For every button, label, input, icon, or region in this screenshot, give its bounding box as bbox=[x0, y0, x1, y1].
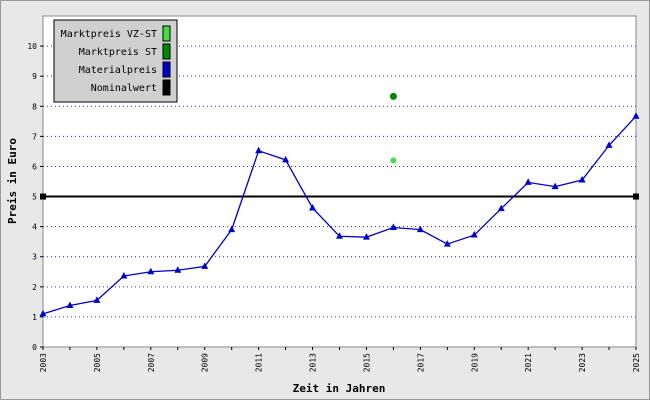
data-point-triangle bbox=[551, 182, 559, 190]
data-point-triangle bbox=[389, 223, 397, 231]
data-point-square bbox=[40, 193, 46, 200]
data-point-triangle bbox=[120, 271, 128, 279]
data-point-circle bbox=[389, 92, 397, 100]
legend-label: Materialpreis bbox=[79, 65, 157, 76]
y-tick-label: 0 bbox=[32, 343, 37, 352]
y-tick-label: 2 bbox=[32, 283, 37, 292]
x-tick-label: 2019 bbox=[470, 353, 479, 372]
series-nominalwert bbox=[40, 193, 639, 200]
x-tick-label: 2009 bbox=[201, 353, 210, 372]
x-tick-label: 2023 bbox=[578, 353, 587, 372]
y-tick-label: 5 bbox=[32, 193, 37, 202]
data-point-square bbox=[633, 193, 639, 200]
data-point-triangle bbox=[470, 231, 478, 238]
x-tick-label: 2005 bbox=[93, 353, 102, 372]
x-tick-label: 2025 bbox=[632, 353, 641, 372]
data-point-triangle bbox=[228, 225, 236, 233]
y-tick-label: 9 bbox=[32, 72, 37, 81]
y-tick-label: 7 bbox=[32, 132, 37, 141]
data-point-triangle bbox=[66, 301, 74, 308]
data-point-triangle bbox=[174, 266, 182, 273]
x-tick-label: 2011 bbox=[255, 353, 264, 372]
series-marktpreis-st bbox=[389, 92, 397, 100]
series-layer bbox=[39, 92, 640, 317]
x-tick-label: 2013 bbox=[309, 353, 318, 372]
y-tick-label: 6 bbox=[32, 162, 37, 171]
y-axis-title: Preis in Euro bbox=[6, 138, 19, 224]
data-point-triangle bbox=[605, 141, 613, 148]
x-axis-ticks: 2003 2005 2007 2009 2011 2013 2015 2017 2019 2021… bbox=[39, 347, 641, 372]
data-point-triangle bbox=[93, 296, 101, 303]
x-axis-title: Zeit in Jahren bbox=[293, 382, 386, 395]
data-point-triangle bbox=[443, 240, 451, 247]
y-tick-label: 1 bbox=[32, 313, 37, 322]
data-point-triangle bbox=[416, 225, 424, 233]
data-point-triangle bbox=[255, 146, 263, 154]
legend-box bbox=[53, 19, 178, 103]
data-point-triangle bbox=[524, 178, 532, 185]
data-point-triangle bbox=[309, 203, 317, 211]
x-tick-label: 2007 bbox=[147, 353, 156, 372]
data-point-triangle bbox=[632, 112, 640, 119]
legend-swatch bbox=[162, 25, 171, 42]
x-tick-label: 2017 bbox=[416, 353, 425, 372]
y-tick-label: 4 bbox=[32, 223, 37, 232]
series-marktpreis-vz-st bbox=[390, 157, 397, 164]
data-point-triangle bbox=[578, 175, 586, 183]
x-tick-label: 2021 bbox=[524, 353, 533, 372]
data-point-triangle bbox=[282, 155, 290, 163]
y-tick-label: 3 bbox=[32, 253, 37, 262]
data-point-triangle bbox=[497, 204, 505, 212]
x-tick-label: 2003 bbox=[39, 353, 48, 372]
legend-swatch bbox=[162, 61, 171, 78]
series-materialpreis bbox=[39, 112, 640, 317]
legend-label: Marktpreis ST bbox=[79, 47, 157, 58]
y-axis-ticks: 0 1 2 3 4 5 6 7 8 9 10 bbox=[27, 42, 43, 352]
x-tick-label: 2015 bbox=[362, 353, 371, 372]
legend-swatch bbox=[162, 43, 171, 60]
data-point-triangle bbox=[39, 309, 47, 317]
data-point-triangle bbox=[362, 233, 370, 240]
legend: Marktpreis VZ-ST Marktpreis ST Materialpre… bbox=[53, 19, 178, 103]
y-tick-label: 10 bbox=[27, 42, 37, 51]
y-tick-label: 8 bbox=[32, 102, 37, 111]
legend-label: Nominalwert bbox=[91, 83, 157, 94]
data-point-triangle bbox=[336, 232, 343, 239]
data-point-triangle bbox=[147, 267, 155, 275]
legend-swatch bbox=[162, 79, 171, 96]
data-point-circle bbox=[390, 157, 397, 164]
data-point-triangle bbox=[201, 262, 209, 269]
legend-label: Marktpreis VZ-ST bbox=[61, 29, 157, 40]
